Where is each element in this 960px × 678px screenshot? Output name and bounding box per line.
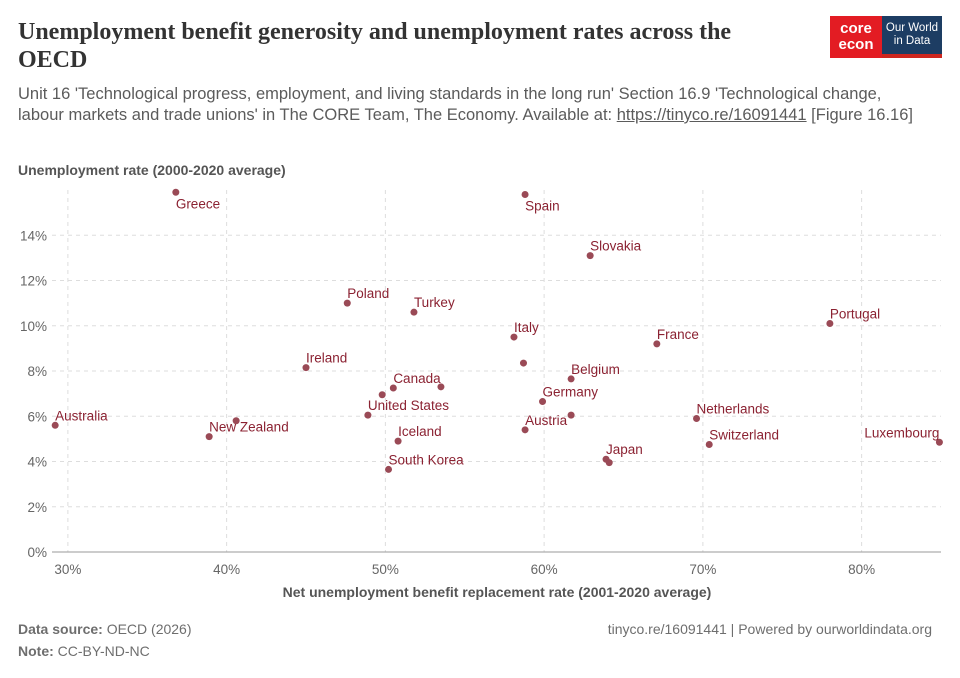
footer-source-label: Data source: [18, 621, 103, 637]
data-point[interactable] [394, 437, 402, 445]
data-point[interactable] [172, 188, 180, 196]
data-point[interactable] [302, 364, 310, 372]
point-label: South Korea [389, 452, 465, 467]
data-point[interactable] [693, 415, 701, 423]
data-point[interactable] [205, 433, 213, 441]
footer-note-value: CC-BY-ND-NC [53, 643, 150, 659]
y-tick-label: 4% [27, 455, 47, 470]
data-point[interactable] [826, 319, 834, 327]
point-label: United States [368, 398, 449, 413]
point-label: Slovakia [590, 239, 642, 254]
subtitle-figure-ref: [Figure 16.16] [806, 106, 913, 124]
chart-axes: 0% 2% 4% 6% 8% 10% 12% 14% 30% 40% 50% 60% 70% 80% [20, 228, 941, 577]
point-label: Turkey [414, 295, 455, 310]
chart-subtitle: Unit 16 'Technological progress, employm… [18, 84, 918, 126]
point-label: Greece [176, 196, 220, 211]
data-point[interactable] [343, 299, 351, 307]
data-point[interactable] [410, 308, 418, 316]
data-point[interactable] [705, 441, 713, 449]
data-point[interactable] [232, 417, 240, 425]
chart-point-labels: Greece Spain Slovakia Poland Turkey Portugal I… [55, 196, 939, 467]
point-label: Italy [514, 320, 539, 335]
point-label: Belgium [571, 362, 620, 377]
data-point[interactable] [586, 252, 594, 260]
source-link[interactable]: https://tinyco.re/16091441 [616, 106, 807, 124]
data-point[interactable] [51, 421, 59, 429]
point-label: Australia [55, 408, 108, 423]
data-point[interactable] [521, 191, 529, 199]
footer-note-label: Note: [18, 643, 54, 659]
data-point[interactable] [935, 438, 943, 446]
y-tick-label: 2% [27, 500, 47, 515]
chart-points [51, 188, 943, 473]
data-point[interactable] [539, 398, 547, 406]
logo-owid-bottom-text: in Data [893, 35, 931, 47]
x-tick-label: 50% [372, 562, 399, 577]
point-label: Japan [606, 442, 643, 457]
data-point[interactable] [567, 411, 575, 419]
data-point[interactable] [510, 333, 518, 341]
footer-credits[interactable]: tinyco.re/16091441 | Powered by ourworld… [607, 621, 932, 637]
logo-core-text: core [840, 20, 872, 37]
core-owid-logo[interactable]: core econ Our World in Data [830, 16, 942, 58]
x-tick-label: 70% [689, 562, 716, 577]
x-tick-label: 60% [531, 562, 558, 577]
data-point[interactable] [389, 384, 397, 392]
chart-title: Unemployment benefit generosity and unem… [18, 19, 732, 73]
logo-owid-top-text: Our World [885, 22, 939, 34]
data-point[interactable] [519, 359, 527, 367]
point-label: Canada [393, 371, 441, 386]
data-point[interactable] [567, 375, 575, 383]
y-tick-label: 14% [20, 228, 47, 243]
data-point[interactable] [521, 426, 529, 434]
footer-note: Note: CC-BY-ND-NC [18, 643, 150, 659]
data-point[interactable] [653, 340, 661, 348]
owid-logo: Our World in Data [882, 16, 942, 58]
data-point[interactable] [385, 465, 393, 473]
chart-grid [52, 190, 941, 552]
footer-source-value: OECD (2026) [102, 621, 192, 637]
y-tick-label: 8% [27, 364, 47, 379]
footer-source: Data source: OECD (2026) [18, 621, 192, 637]
y-tick-label: 6% [27, 409, 47, 424]
y-tick-label: 0% [27, 545, 47, 560]
data-point[interactable] [364, 411, 372, 419]
point-label: Portugal [830, 306, 880, 321]
data-point[interactable] [437, 383, 445, 391]
y-tick-label: 12% [20, 274, 47, 289]
point-label: Switzerland [709, 428, 779, 443]
point-label: Ireland [306, 351, 347, 366]
point-label: New Zealand [209, 420, 289, 435]
x-axis-label: Net unemployment benefit replacement rat… [283, 584, 712, 600]
x-tick-label: 40% [213, 562, 240, 577]
logo-econ-text: econ [838, 36, 874, 53]
point-label: Germany [543, 385, 599, 400]
y-axis-label: Unemployment rate (2000-2020 average) [18, 162, 286, 178]
point-label: Netherlands [697, 402, 770, 417]
data-point[interactable] [605, 459, 613, 467]
point-label: Spain [525, 199, 560, 214]
point-label: Luxembourg [864, 425, 939, 440]
core-econ-logo: core econ [830, 16, 882, 58]
point-label: Iceland [398, 424, 442, 439]
subtitle-text: Unit 16 'Technological progress, employm… [18, 85, 882, 124]
data-point[interactable] [378, 391, 386, 399]
point-label: Poland [347, 286, 389, 301]
y-tick-label: 10% [20, 319, 47, 334]
point-label: Austria [525, 413, 568, 428]
point-label: France [657, 327, 699, 342]
x-tick-label: 80% [848, 562, 875, 577]
x-tick-label: 30% [54, 562, 81, 577]
